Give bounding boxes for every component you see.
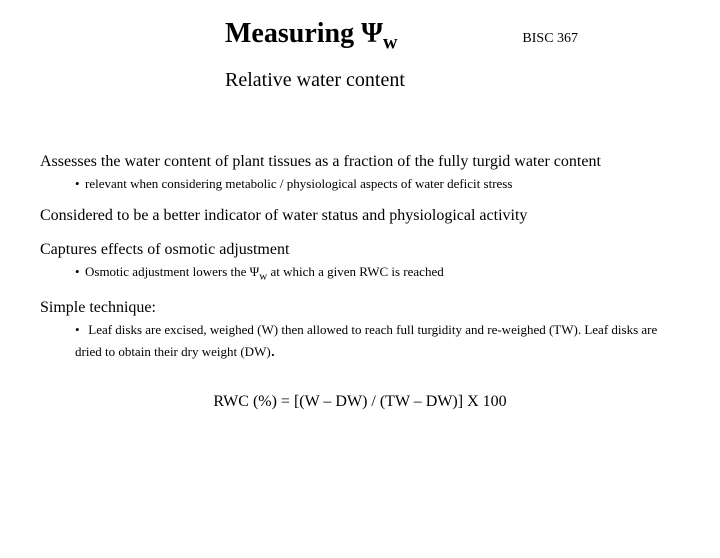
- psi-subscript: w: [383, 32, 397, 54]
- bullet-leafdisks: • Leaf disks are excised, weighed (W) th…: [75, 322, 680, 362]
- psi-symbol: Ψ: [361, 18, 383, 49]
- title-prefix: Measuring: [225, 18, 361, 49]
- bullet-icon: •: [75, 176, 85, 193]
- psi-subscript-inline: w: [259, 271, 267, 283]
- bullet-icon: •: [75, 264, 85, 281]
- psi-symbol-inline: Ψ: [250, 264, 260, 279]
- para-technique: Simple technique:: [40, 298, 680, 318]
- page-title: Measuring Ψw: [225, 18, 397, 55]
- big-period: .: [271, 340, 276, 360]
- bullet-icon: •: [75, 322, 85, 339]
- para-considered: Considered to be a better indicator of w…: [40, 206, 680, 226]
- bullet-relevant-text: relevant when considering metabolic / ph…: [85, 176, 512, 191]
- bullet-osmotic-post: at which a given RWC is reached: [267, 264, 444, 279]
- bullet-osmotic: •Osmotic adjustment lowers the Ψw at whi…: [75, 264, 680, 284]
- bullet-osmotic-pre: Osmotic adjustment lowers the: [85, 264, 250, 279]
- rwc-formula: RWC (%) = [(W – DW) / (TW – DW)] X 100: [40, 393, 680, 411]
- para-assesses: Assesses the water content of plant tiss…: [40, 152, 680, 172]
- bullet-relevant: •relevant when considering metabolic / p…: [75, 176, 680, 193]
- bullet-leafdisks-text: Leaf disks are excised, weighed (W) then…: [75, 322, 657, 359]
- content-region: Assesses the water content of plant tiss…: [40, 152, 680, 411]
- subtitle: Relative water content: [225, 69, 720, 92]
- course-code: BISC 367: [522, 31, 578, 47]
- para-captures: Captures effects of osmotic adjustment: [40, 240, 680, 260]
